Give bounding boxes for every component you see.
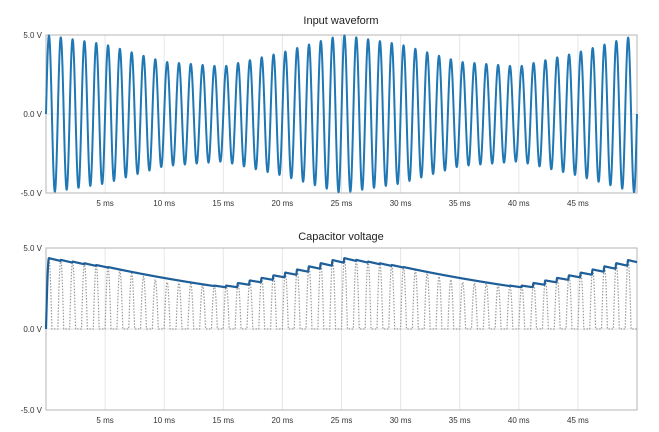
chart-title: Input waveform (303, 15, 378, 27)
y-tick-label: -5.0 V (21, 406, 43, 415)
x-tick-label: 20 ms (272, 416, 294, 425)
chart-title: Capacitor voltage (298, 231, 384, 243)
y-tick-label: 0.0 V (23, 325, 42, 334)
series-line-capacitor (44, 257, 638, 330)
y-tick-label: 5.0 V (23, 31, 42, 40)
x-tick-label: 30 ms (390, 199, 412, 208)
x-tick-label: 15 ms (212, 199, 234, 208)
x-tick-labels: 5 ms 10 ms 15 ms 20 ms 25 ms 30 ms 35 ms… (96, 416, 588, 425)
y-tick-label: 5.0 V (23, 244, 42, 253)
x-tick-labels: 5 ms 10 ms 15 ms 20 ms 25 ms 30 ms 35 ms… (96, 199, 588, 208)
x-tick-label: 40 ms (508, 416, 530, 425)
x-tick-label: 25 ms (331, 199, 353, 208)
series-line-rectified-input (45, 257, 637, 330)
y-tick-label: 0.0 V (23, 110, 42, 119)
chart-input-waveform: Input waveform 5.0 V 0.0 V -5.0 V 5 ms 1… (21, 15, 638, 208)
x-tick-label: 25 ms (331, 416, 353, 425)
x-tick-label: 10 ms (153, 416, 175, 425)
x-tick-label: 15 ms (212, 416, 234, 425)
x-tick-label: 35 ms (449, 199, 471, 208)
series-line-input (45, 34, 638, 194)
x-tick-label: 45 ms (567, 416, 589, 425)
x-tick-label: 45 ms (567, 199, 589, 208)
x-tick-label: 5 ms (96, 416, 113, 425)
y-tick-label: -5.0 V (21, 189, 43, 198)
x-tick-label: 30 ms (390, 416, 412, 425)
x-tick-label: 10 ms (153, 199, 175, 208)
x-tick-label: 5 ms (96, 199, 113, 208)
x-tick-label: 35 ms (449, 416, 471, 425)
x-tick-label: 40 ms (508, 199, 530, 208)
chart-capacitor-voltage: Capacitor voltage 5.0 V 0.0 V -5.0 V 5 m… (21, 231, 638, 425)
x-tick-label: 20 ms (272, 199, 294, 208)
